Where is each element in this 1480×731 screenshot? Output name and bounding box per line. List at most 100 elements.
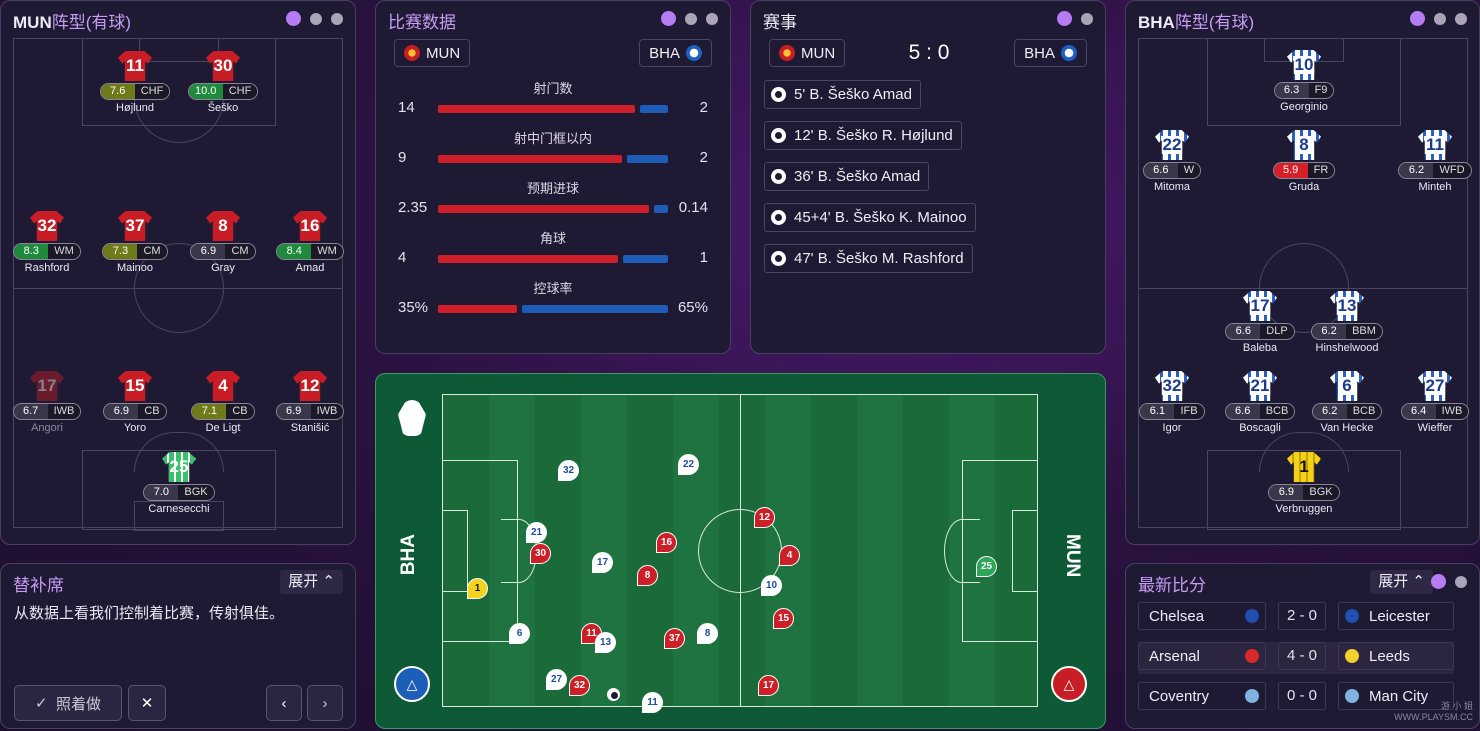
ball-icon — [607, 688, 620, 701]
player-marker[interactable]: 15 — [773, 608, 794, 629]
player-card[interactable]: 12 6.9 IWB Stanišić — [260, 371, 355, 434]
score-row[interactable]: Chelsea 2 - 0 Leicester — [1138, 602, 1454, 634]
player-card[interactable]: 11 6.2 WFD Minteh — [1385, 130, 1479, 193]
home-kit-button[interactable]: △ — [1051, 666, 1087, 702]
goal-text: 45+4' B. Šeško K. Mainoo — [794, 209, 967, 226]
player-card[interactable]: 1 6.9 BGK Verbruggen — [1254, 452, 1354, 515]
player-card[interactable]: 30 10.0 CHF Šeško — [173, 51, 273, 114]
toggle-dot[interactable] — [661, 11, 676, 26]
player-name: Amad — [295, 262, 325, 274]
dot[interactable] — [310, 12, 322, 25]
player-marker[interactable]: 10 — [761, 575, 782, 596]
player-marker[interactable]: 8 — [697, 623, 718, 644]
club-crest-icon — [1345, 689, 1359, 703]
dot[interactable] — [685, 12, 697, 25]
player-card[interactable]: 15 6.9 CB Yoro — [85, 371, 185, 434]
shirt-number: 21 — [1248, 376, 1272, 395]
player-card[interactable]: 6 6.2 BCB Van Hecke — [1297, 371, 1397, 434]
player-card[interactable]: 8 5.9 FR Gruda — [1254, 130, 1354, 193]
kit-shirt-icon: 22 — [1155, 130, 1189, 160]
penalty-arc — [944, 519, 980, 583]
kit-shirt-icon: 15 — [118, 371, 152, 401]
player-marker[interactable]: 17 — [758, 675, 779, 696]
dot[interactable] — [1455, 575, 1467, 588]
toggle-dot[interactable] — [1410, 11, 1425, 26]
goal-event[interactable]: 45+4' B. Šeško K. Mainoo — [764, 203, 976, 232]
toggle-dot[interactable] — [1431, 574, 1446, 589]
dot[interactable] — [1081, 12, 1093, 25]
watermark: 游 小 姐 WWW.PLAYSM.CC — [1394, 701, 1473, 722]
dot[interactable] — [1434, 12, 1446, 25]
player-name: Stanišić — [290, 422, 330, 434]
toggle-dot[interactable] — [1057, 11, 1072, 26]
goal-text: 5' B. Šeško Amad — [794, 86, 912, 103]
shirt-number: 37 — [125, 216, 145, 235]
player-card[interactable]: 32 8.3 WM Rashford — [1, 211, 97, 274]
player-marker[interactable]: 25 — [976, 556, 997, 577]
player-marker[interactable]: 6 — [509, 623, 530, 644]
dot[interactable] — [706, 12, 718, 25]
goal-event[interactable]: 47' B. Šeško M. Rashford — [764, 244, 973, 273]
player-card[interactable]: 16 8.4 WM Amad — [260, 211, 355, 274]
score-row[interactable]: Arsenal 4 - 0 Leeds — [1138, 642, 1454, 674]
player-card[interactable]: 21 6.6 BCB Boscagli — [1210, 371, 1310, 434]
player-marker[interactable]: 22 — [678, 454, 699, 475]
kit-shirt-icon: 32 — [30, 211, 64, 241]
player-rating: 6.2 — [1312, 404, 1347, 419]
player-card[interactable]: 13 6.2 BBM Hinshelwood — [1297, 291, 1397, 354]
follow-advice-button[interactable]: ✓ 照着做 — [14, 685, 122, 721]
player-card[interactable]: 17 6.7 IWB Angori — [1, 371, 97, 434]
player-marker[interactable]: 32 — [569, 675, 590, 696]
kit-shirt-icon: 17 — [1243, 291, 1277, 321]
player-marker[interactable]: 32 — [558, 460, 579, 481]
player-marker[interactable]: 17 — [592, 552, 613, 573]
player-card[interactable]: 4 7.1 CB De Ligt — [173, 371, 273, 434]
player-marker[interactable]: 11 — [642, 692, 663, 713]
match-view-panel: BHA MUN △ △ 32 22 21 30 17 16 8 1 12 4 10 15 6 11 13 37… — [375, 373, 1106, 729]
player-position: IWB — [310, 404, 344, 419]
player-card[interactable]: 17 6.6 DLP Baleba — [1210, 291, 1310, 354]
rating-badge: 6.2 BBM — [1311, 323, 1383, 340]
player-marker[interactable]: 8 — [637, 565, 658, 586]
player-card[interactable]: 11 7.6 CHF Højlund — [85, 51, 185, 114]
player-card[interactable]: 8 6.9 CM Gray — [173, 211, 273, 274]
player-card[interactable]: 25 7.0 BGK Carnesecchi — [129, 452, 229, 515]
dot[interactable] — [1455, 12, 1467, 25]
dot[interactable] — [331, 12, 343, 25]
goal-event[interactable]: 5' B. Šeško Amad — [764, 80, 921, 109]
kit-shirt-icon: 30 — [206, 51, 240, 81]
player-marker[interactable]: 37 — [664, 628, 685, 649]
player-card[interactable]: 37 7.3 CM Mainoo — [85, 211, 185, 274]
player-marker[interactable]: 30 — [530, 543, 551, 564]
player-rating: 6.3 — [1274, 83, 1309, 98]
player-marker[interactable]: 27 — [546, 669, 567, 690]
player-marker[interactable]: 4 — [779, 545, 800, 566]
previous-button[interactable]: ‹ — [266, 685, 302, 721]
kit-shirt-icon: 13 — [1330, 291, 1364, 321]
panel-title: MUN阵型(有球) — [13, 13, 132, 32]
player-marker[interactable]: 21 — [526, 522, 547, 543]
player-card[interactable]: 10 6.3 F9 Georginio — [1254, 50, 1354, 113]
next-button[interactable]: › — [307, 685, 343, 721]
kit-shirt-icon: 16 — [293, 211, 327, 241]
player-marker[interactable]: 1 — [467, 578, 488, 599]
rating-badge: 5.9 FR — [1272, 162, 1336, 179]
player-marker[interactable]: 16 — [656, 532, 677, 553]
player-card[interactable]: 22 6.6 W Mitoma — [1126, 130, 1222, 193]
player-name: Verbruggen — [1275, 503, 1333, 515]
kit-shirt-icon: 10 — [1287, 50, 1321, 80]
stat-label: 控球率 — [533, 281, 573, 296]
score-row[interactable]: Coventry 0 - 0 Man City — [1138, 682, 1454, 714]
goal-event[interactable]: 36' B. Šeško Amad — [764, 162, 930, 191]
expand-button[interactable]: 展开 ⌃ — [1370, 570, 1433, 594]
toggle-dot[interactable] — [286, 11, 301, 26]
kit-shirt-icon: 27 — [1418, 371, 1452, 401]
expand-button[interactable]: 展开 ⌃ — [280, 570, 343, 594]
goal-event[interactable]: 12' B. Šeško R. Højlund — [764, 121, 962, 150]
dismiss-button[interactable]: ✕ — [128, 685, 166, 721]
player-card[interactable]: 27 6.4 IWB Wieffer — [1385, 371, 1479, 434]
player-card[interactable]: 32 6.1 IFB Igor — [1126, 371, 1222, 434]
away-kit-button[interactable]: △ — [394, 666, 430, 702]
player-marker[interactable]: 13 — [595, 632, 616, 653]
player-marker[interactable]: 12 — [754, 507, 775, 528]
